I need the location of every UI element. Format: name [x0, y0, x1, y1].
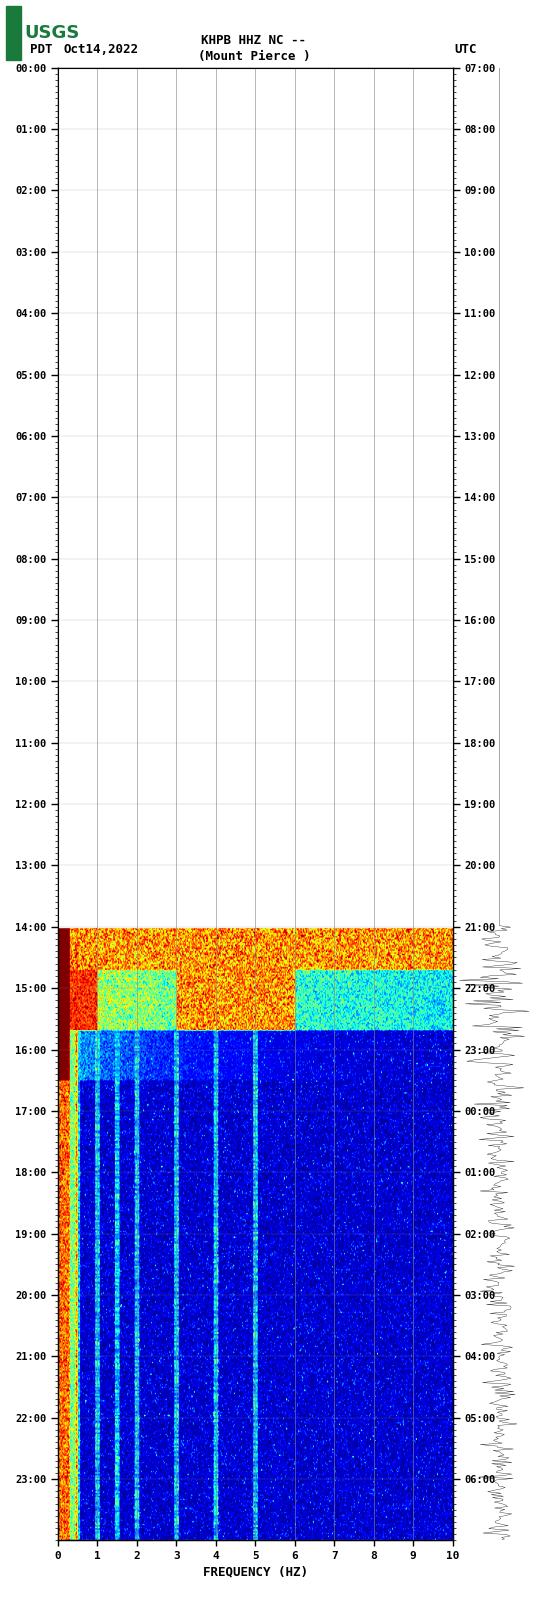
- Text: USGS: USGS: [24, 24, 79, 42]
- Text: KHPB HHZ NC --: KHPB HHZ NC --: [201, 34, 306, 47]
- FancyBboxPatch shape: [6, 6, 21, 60]
- Text: Oct14,2022: Oct14,2022: [63, 44, 139, 56]
- Text: UTC: UTC: [454, 44, 477, 56]
- X-axis label: FREQUENCY (HZ): FREQUENCY (HZ): [203, 1565, 308, 1578]
- Text: PDT: PDT: [30, 44, 52, 56]
- Text: (Mount Pierce ): (Mount Pierce ): [198, 50, 310, 63]
